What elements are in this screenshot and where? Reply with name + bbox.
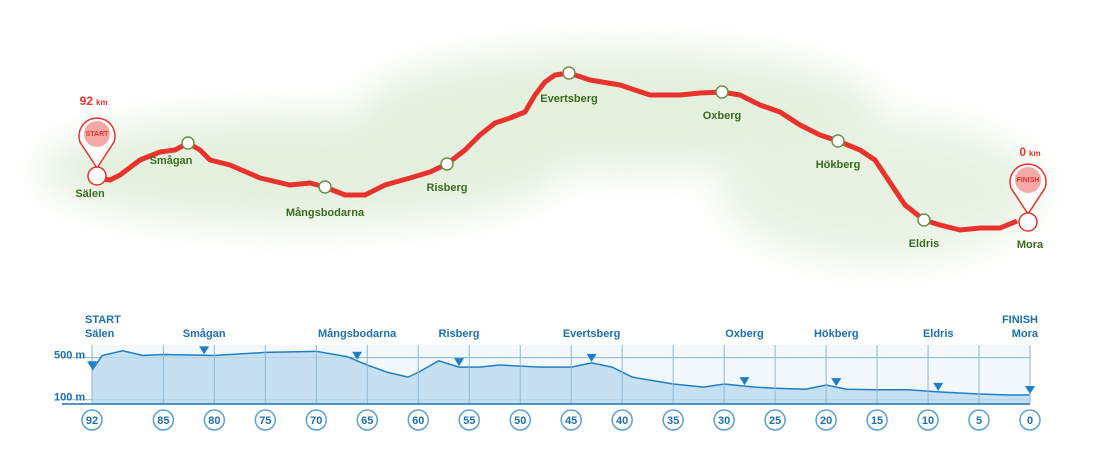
x-tick-label: 35 [667, 415, 679, 427]
finish-unit: km [1029, 149, 1041, 158]
checkpoint-marker [318, 180, 332, 194]
x-tick-label: 10 [922, 415, 934, 427]
x-tick-label: 92 [86, 415, 98, 427]
profile-checkpoint-label: Risberg [439, 328, 480, 340]
profile-checkpoint-label: Eldris [923, 328, 954, 340]
start-label: START [86, 131, 110, 138]
x-tick-label: 85 [157, 415, 169, 427]
km-tick-badge [203, 409, 226, 431]
finish-label: FINISH [1017, 177, 1040, 184]
checkpoint-marker [440, 157, 454, 171]
finish-name: Mora [1017, 239, 1044, 251]
start-distance: 92 [80, 94, 94, 108]
km-tick-badge [509, 409, 531, 431]
x-tick-label: 60 [412, 415, 424, 427]
start-unit: km [96, 98, 108, 107]
x-tick-label: 25 [769, 415, 781, 427]
km-tick-badge [866, 409, 888, 431]
km-tick-badge [356, 409, 379, 431]
y-tick-label: 100 m [54, 392, 85, 404]
checkpoint-arrow [831, 378, 842, 387]
finish-pin: FINISH [1009, 163, 1047, 232]
km-tick-badge [764, 409, 786, 431]
x-tick-label: 75 [259, 415, 271, 427]
checkpoint-arrow [1025, 386, 1035, 395]
km-tick-badge [815, 409, 837, 431]
km-tick-badge [305, 409, 328, 431]
profile-checkpoint-label: Oxberg [725, 328, 764, 340]
checkpoint-label: Mångsbodarna [286, 207, 365, 219]
route [96, 70, 1018, 233]
x-tick-label: 30 [718, 415, 730, 427]
checkpoint-marker [917, 213, 931, 227]
elevation-line [91, 350, 1030, 396]
profile-checkpoint-label: Evertsberg [563, 328, 620, 340]
terrain [40, 50, 1040, 260]
start-name: Sälen [75, 188, 105, 200]
checkpoint-label: Evertsberg [540, 93, 597, 105]
profile-checkpoint-label: Hökberg [814, 328, 859, 340]
checkpoint-arrow [454, 358, 465, 367]
km-tick-badge [152, 409, 175, 431]
y-tick-label: 500 m [54, 350, 85, 362]
start-label: START [85, 314, 121, 326]
finish-name: Mora [1012, 328, 1039, 340]
x-tick-label: 65 [361, 415, 373, 427]
x-tick-label: 50 [514, 415, 526, 427]
checkpoint-arrow [933, 382, 944, 391]
checkpoint-marker [181, 136, 195, 150]
profile-checkpoint-label: Smågan [183, 328, 226, 340]
x-tick-label: 40 [616, 415, 628, 427]
checkpoint-label: Hökberg [816, 159, 861, 171]
x-tick-label: 80 [208, 415, 220, 427]
checkpoint-label: Smågan [150, 155, 193, 167]
checkpoint-marker [715, 85, 729, 99]
checkpoint-arrow [87, 361, 97, 370]
x-tick-label: 70 [310, 415, 322, 427]
km-tick-badge [560, 409, 582, 431]
x-tick-label: 45 [565, 415, 577, 427]
finish-distance: 0 [1019, 145, 1026, 159]
checkpoint-label: Oxberg [703, 110, 742, 122]
km-tick-badge [713, 409, 735, 431]
finish-label: FINISH [1002, 314, 1038, 326]
checkpoint-arrow [739, 377, 750, 386]
km-tick-badge [917, 409, 939, 431]
checkpoint-arrow [199, 346, 210, 355]
km-tick-badge [662, 409, 684, 431]
km-tick-badge [458, 409, 480, 431]
checkpoint-marker [831, 134, 845, 148]
km-tick-badge [407, 409, 430, 431]
x-tick-label: 5 [976, 415, 982, 427]
start-pin: START [78, 117, 116, 186]
checkpoint-marker [562, 66, 576, 80]
x-tick-label: 0 [1027, 415, 1033, 427]
start-name: Sälen [85, 328, 115, 340]
checkpoint-arrow [586, 353, 597, 362]
checkpoint-arrow [352, 351, 363, 360]
checkpoint-label: Risberg [427, 182, 468, 194]
km-tick-badge [81, 409, 103, 431]
km-tick-badge [1019, 409, 1041, 431]
x-tick-label: 15 [871, 415, 883, 427]
km-tick-badge [968, 409, 990, 431]
elevation-area [92, 350, 1030, 404]
checkpoint-label: Eldris [909, 238, 940, 250]
km-tick-badge [611, 409, 633, 431]
profile-checkpoint-label: Mångsbodarna [318, 328, 397, 340]
x-tick-label: 55 [463, 415, 475, 427]
x-tick-label: 20 [820, 415, 832, 427]
km-tick-badge [254, 409, 277, 431]
